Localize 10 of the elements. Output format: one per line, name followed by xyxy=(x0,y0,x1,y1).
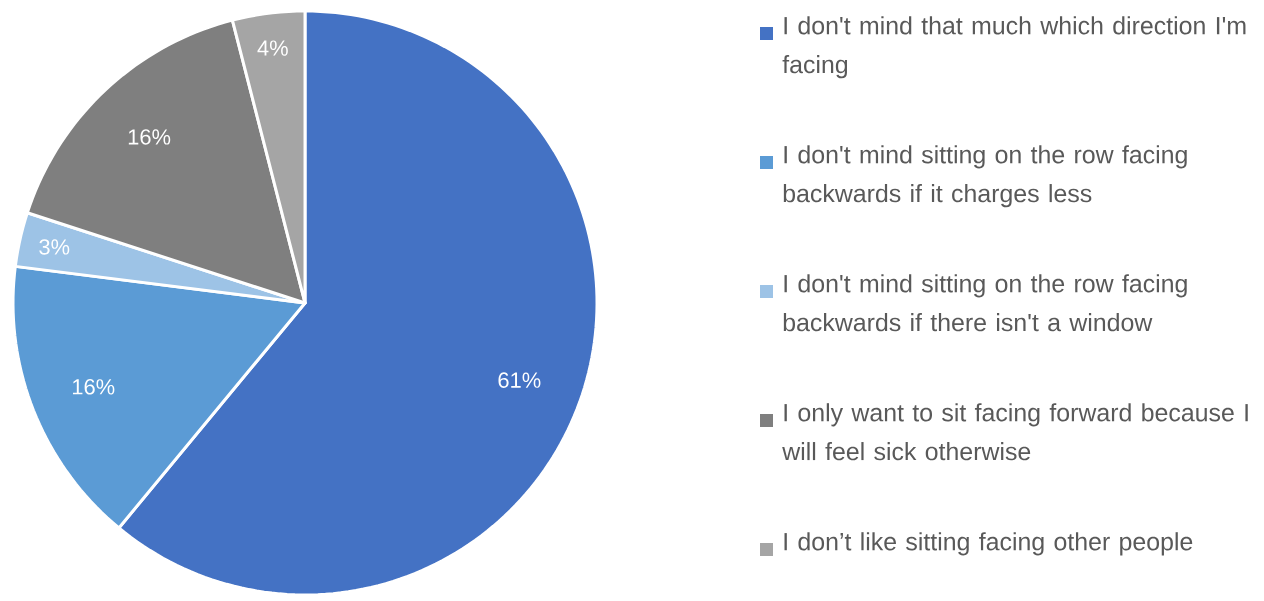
data-label: 4% xyxy=(257,40,288,56)
data-label: 61% xyxy=(498,372,541,388)
legend-label: I don't mind sitting on the row facing backwards if there isn't a window xyxy=(783,274,1187,332)
legend-label: I don’t like sitting facing other people xyxy=(784,532,1193,556)
data-label: 3% xyxy=(39,239,70,255)
legend-label: I only want to sit facing forward because I will feel sick otherwise xyxy=(782,403,1248,461)
data-label: 16% xyxy=(72,379,115,395)
data-label: 16% xyxy=(128,129,171,145)
legend-label: I don't mind sitting on the row facing backwards if it charges less xyxy=(783,145,1187,208)
legend-label: I don't mind that much which direction I'm facing xyxy=(782,16,1246,79)
